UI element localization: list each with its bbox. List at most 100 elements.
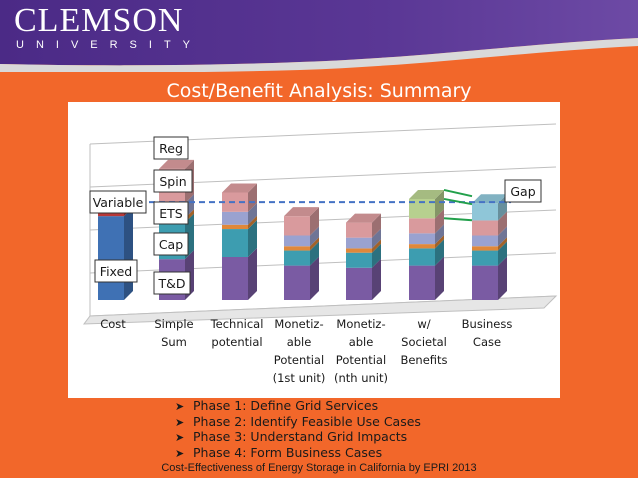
- bar-segment: [284, 235, 310, 247]
- callout-box: [153, 169, 193, 193]
- bar-segment: [346, 237, 372, 249]
- bar-segment: [409, 198, 435, 219]
- bar-segment: [409, 248, 435, 266]
- bar-side: [248, 220, 257, 257]
- category-label: Business: [462, 317, 513, 331]
- bar-segment: [409, 233, 435, 245]
- bar-side: [498, 237, 507, 251]
- callout-label: Spin: [159, 174, 186, 189]
- callout-box: [153, 271, 191, 295]
- chart-panel: Cost Simple Sum Technical potential Monetiz-a…: [68, 102, 560, 398]
- callout-box: [89, 190, 147, 214]
- bar-segment: [409, 218, 435, 234]
- bar-top: [346, 213, 381, 223]
- bar-side: [435, 256, 444, 300]
- slide-header: CLEMSON UNIVERSITY: [0, 0, 638, 73]
- bar-segment: [284, 246, 310, 251]
- category-label: Monetiz-: [274, 317, 323, 331]
- bar-side: [498, 256, 507, 300]
- bar-segment: [346, 252, 372, 268]
- bar-segment: [346, 267, 372, 300]
- gap-connector: [443, 197, 473, 206]
- bar-top: [472, 194, 507, 204]
- bar-side: [435, 209, 444, 234]
- bar-side: [435, 189, 444, 219]
- bar-segment: [284, 265, 310, 300]
- bar-side: [248, 202, 257, 225]
- category-label: w/: [417, 317, 430, 331]
- bar-top: [159, 159, 194, 169]
- category-label: Benefits: [400, 353, 447, 367]
- bar-segment: [222, 229, 248, 257]
- bar-segment: [346, 222, 372, 238]
- bar-segment: [222, 211, 248, 225]
- gap-connector: [443, 217, 473, 222]
- gap-connector: [443, 188, 473, 198]
- category-label: Societal: [401, 335, 447, 349]
- bar-side: [310, 207, 319, 236]
- bar-side: [248, 215, 257, 230]
- slide-title: Cost/Benefit Analysis: Summary: [166, 80, 472, 102]
- bar-side: [124, 207, 133, 300]
- bar-segment: [222, 257, 248, 300]
- bar-side: [310, 256, 319, 300]
- bar-segment: [472, 203, 498, 221]
- bar-segment: [409, 244, 435, 249]
- bar-side: [498, 226, 507, 247]
- category-label: Simple: [154, 317, 193, 331]
- bar-segment: [409, 265, 435, 300]
- callout-label: Fixed: [100, 264, 132, 279]
- bar-segment: [472, 246, 498, 251]
- bar-side: [310, 241, 319, 266]
- phase-item: ➤ Phase 3: Understand Grid Impacts: [175, 429, 408, 444]
- bar-segment: [472, 235, 498, 247]
- category-label: Cost: [100, 317, 126, 331]
- bar-side: [372, 258, 381, 300]
- clemson-logo: CLEMSON: [14, 2, 184, 39]
- callout-box: [504, 179, 542, 203]
- bar-side: [248, 183, 257, 212]
- callout-label: Cap: [159, 237, 183, 252]
- callout-label: T&D: [157, 276, 185, 291]
- category-label: able: [349, 335, 374, 349]
- bar-side: [372, 243, 381, 268]
- bar-segment: [472, 265, 498, 300]
- callout-box: [153, 201, 189, 225]
- callout-label: Variable: [93, 195, 144, 210]
- bar-side: [372, 228, 381, 249]
- bar-segment: [98, 216, 124, 300]
- phase-item: ➤ Phase 1: Define Grid Services: [175, 398, 379, 413]
- header-banner: [0, 0, 638, 73]
- category-label: Sum: [161, 335, 187, 349]
- category-label: able: [287, 335, 312, 349]
- chart-floor: [82, 295, 558, 325]
- bar-top: [284, 207, 319, 217]
- arrow-bullet-icon: ➤: [175, 431, 185, 444]
- category-label: Case: [473, 335, 501, 349]
- callout-label: Gap: [510, 184, 535, 199]
- bar-side: [310, 226, 319, 247]
- bar-side: [310, 237, 319, 251]
- bar-side: [372, 239, 381, 253]
- source-footer: Cost-Effectiveness of Energy Storage in …: [161, 462, 477, 474]
- bar-segment: [472, 220, 498, 236]
- category-label: Potential: [274, 353, 324, 367]
- arrow-bullet-icon: ➤: [175, 400, 185, 413]
- bar-segment: [284, 216, 310, 236]
- category-label: potential: [211, 335, 262, 349]
- callout-label: Reg: [159, 141, 183, 156]
- bar-side: [248, 248, 257, 300]
- bar-side: [498, 211, 507, 236]
- category-label: Monetiz-: [336, 317, 385, 331]
- callout-box: [153, 136, 189, 160]
- callout-box: [153, 232, 189, 256]
- callout-label: ETS: [159, 206, 183, 221]
- category-label: (nth unit): [334, 371, 388, 385]
- arrow-bullet-icon: ➤: [175, 446, 185, 460]
- phase-list: ➤ Phase 1: Define Grid Services ➤ Phase 2:…: [175, 398, 595, 460]
- bar-segment: [346, 248, 372, 253]
- bar-side: [435, 224, 444, 245]
- bar-side: [435, 235, 444, 249]
- university-wordmark: UNIVERSITY: [16, 39, 203, 51]
- bar-side: [498, 241, 507, 266]
